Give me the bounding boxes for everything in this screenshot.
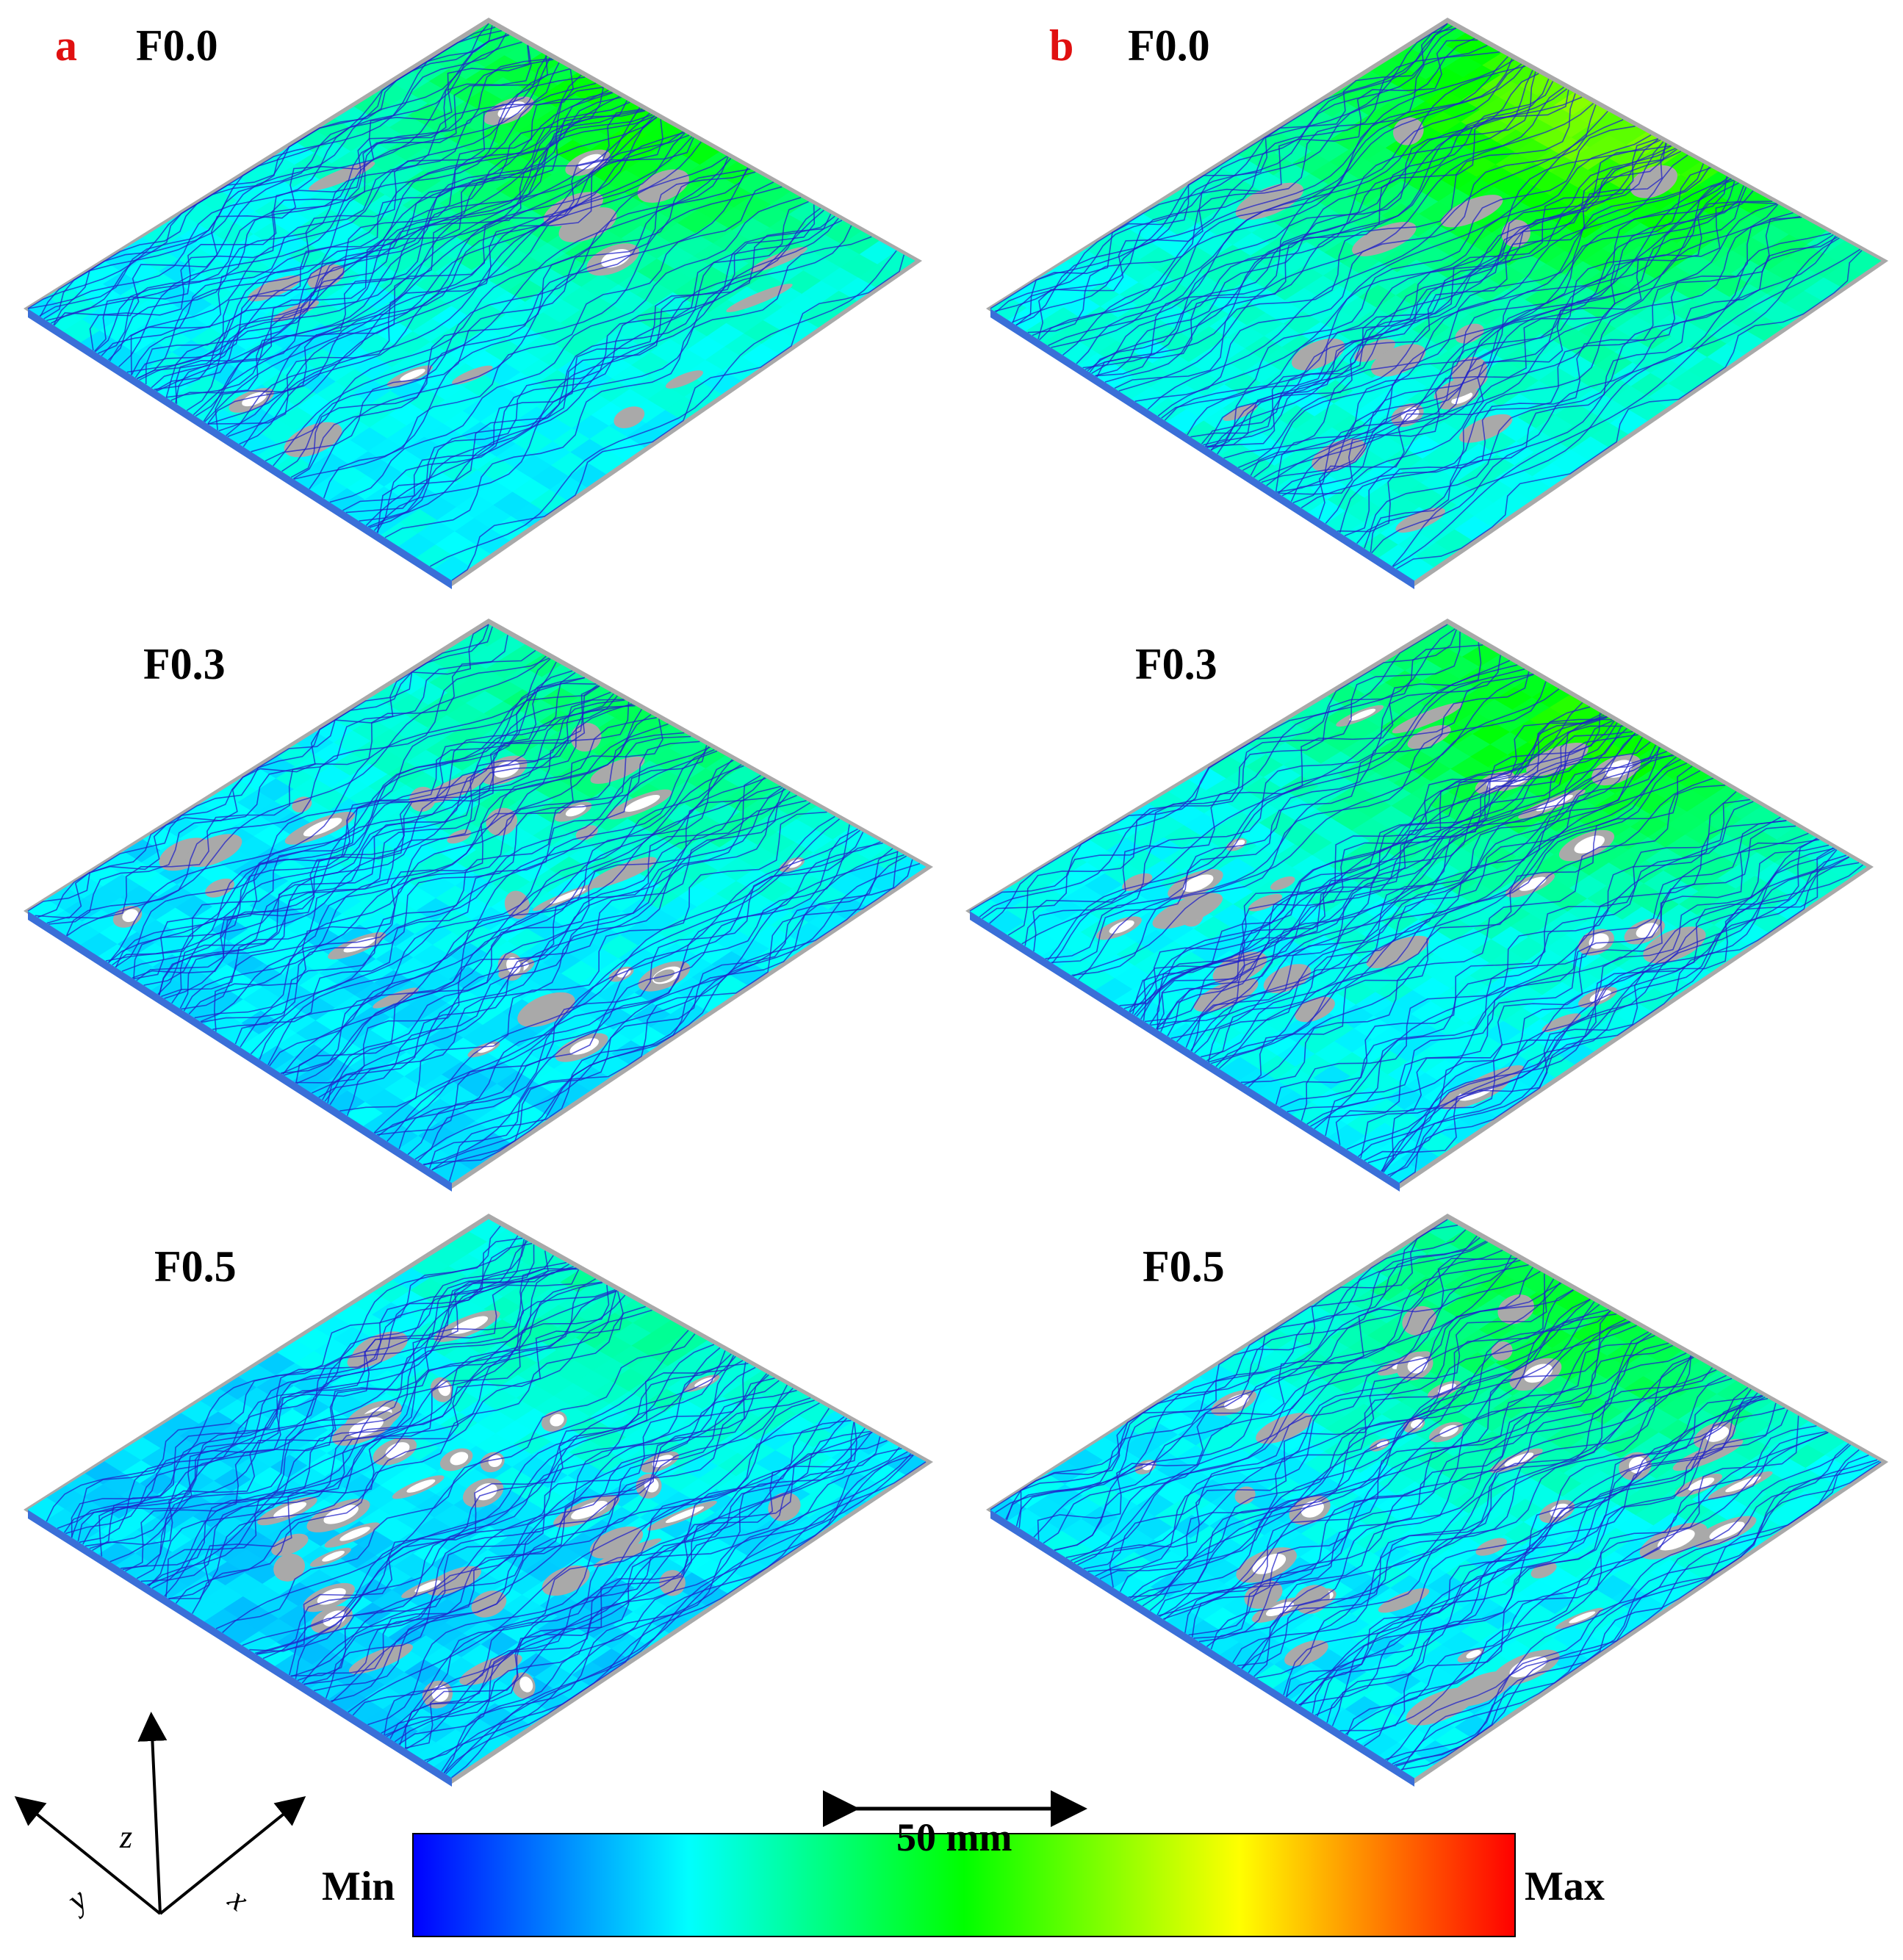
scale-bar-label: 50 mm	[896, 1815, 1012, 1859]
slab-a-2	[24, 619, 933, 1192]
slab-b-3	[986, 1214, 1888, 1787]
label-b-row-1: F0.0	[1128, 21, 1210, 70]
panel-letter-b: b	[1049, 21, 1074, 70]
slab-a-1	[24, 18, 922, 589]
panel-letter-a: a	[55, 21, 77, 70]
label-b-row-2: F0.3	[1135, 640, 1217, 688]
slab-a-3	[24, 1214, 933, 1787]
colorbar	[412, 1833, 1516, 1937]
colorbar-min-label: Min	[322, 1864, 395, 1909]
label-a-row-3: F0.5	[154, 1242, 237, 1291]
label-a-row-2: F0.3	[143, 640, 226, 688]
slab-b-2	[965, 619, 1874, 1192]
label-a-row-1: F0.0	[136, 21, 218, 70]
axis-triad	[14, 1712, 306, 1915]
colorbar-max-label: Max	[1525, 1864, 1605, 1909]
slab-b-1	[986, 18, 1888, 589]
axis-label-z: z	[120, 1819, 133, 1855]
label-b-row-3: F0.5	[1143, 1242, 1225, 1291]
